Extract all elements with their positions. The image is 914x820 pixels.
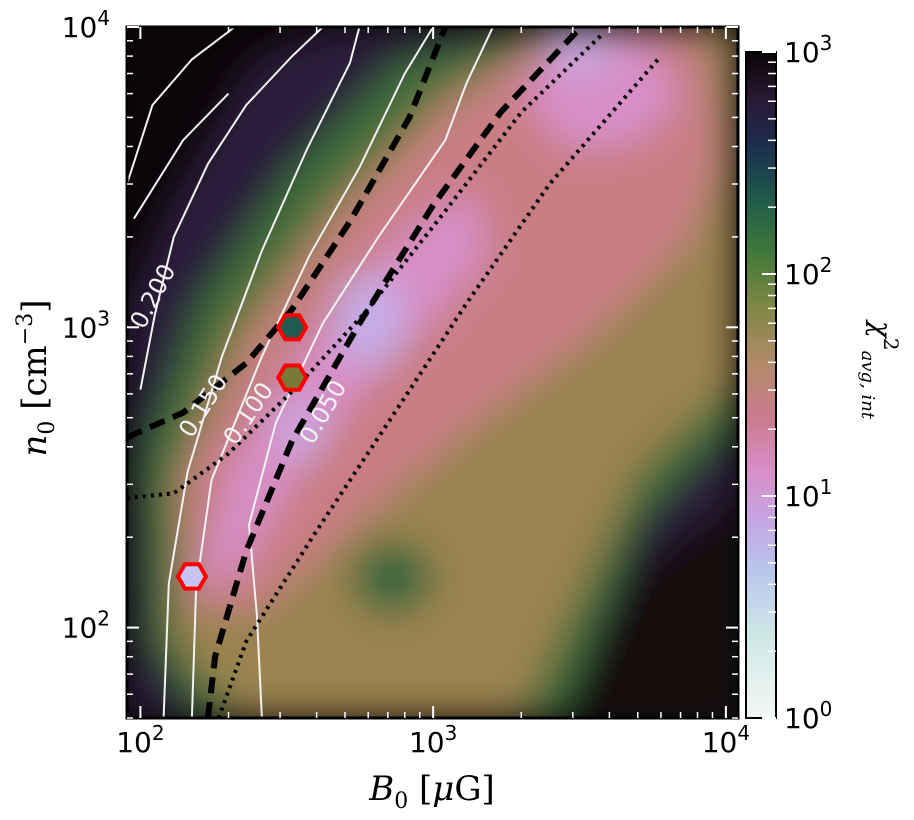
colorbar-tick-label: 100 [784, 697, 832, 735]
plot-area [127, 27, 738, 718]
colorbar-gradient [746, 52, 776, 718]
marker-hexagon-2 [275, 363, 309, 392]
colorbar-ticks: 100 101 102 103 [762, 31, 832, 735]
y-tick-label: 104 [62, 6, 110, 44]
contour-line-outer-0 [127, 27, 236, 185]
markers-group [175, 313, 309, 591]
reference-lines-group [127, 27, 663, 718]
y-axis-ticks: 102 103 104 [62, 6, 738, 719]
x-axis-title: B0 [μG] [368, 769, 495, 814]
dotted-line-3 [216, 54, 663, 718]
contour-line-outer-1 [133, 92, 230, 220]
x-tick-label: 103 [409, 721, 457, 759]
chi-squared-color-field [127, 27, 738, 718]
contour-line-0.050 [247, 27, 494, 718]
colorbar-frame [745, 51, 777, 719]
y-axis-title: n0 [cm−3] [13, 300, 60, 457]
contour-line-0.200 [139, 27, 324, 390]
y-tick-label: 102 [62, 607, 110, 645]
x-tick-label: 104 [702, 721, 750, 759]
marker-hexagon-1 [275, 313, 309, 342]
x-tick-label: 102 [116, 721, 164, 759]
x-axis-ticks: 102 103 104 [116, 27, 750, 759]
colorbar: 100 101 102 103 χ2avg, int [745, 31, 903, 735]
dashed-line-1 [204, 27, 584, 718]
contour-line-0.150 [162, 27, 361, 718]
colorbar-title: χ2avg, int [857, 319, 903, 420]
colorbar-tick-label: 103 [784, 31, 832, 69]
colorbar-tick-label: 102 [784, 253, 832, 291]
dotted-line-2 [127, 32, 605, 501]
dashed-line-0 [127, 27, 449, 441]
colorbar-tick-label: 101 [784, 475, 832, 513]
marker-hexagon-3 [175, 562, 209, 591]
y-tick-label: 103 [62, 306, 110, 344]
